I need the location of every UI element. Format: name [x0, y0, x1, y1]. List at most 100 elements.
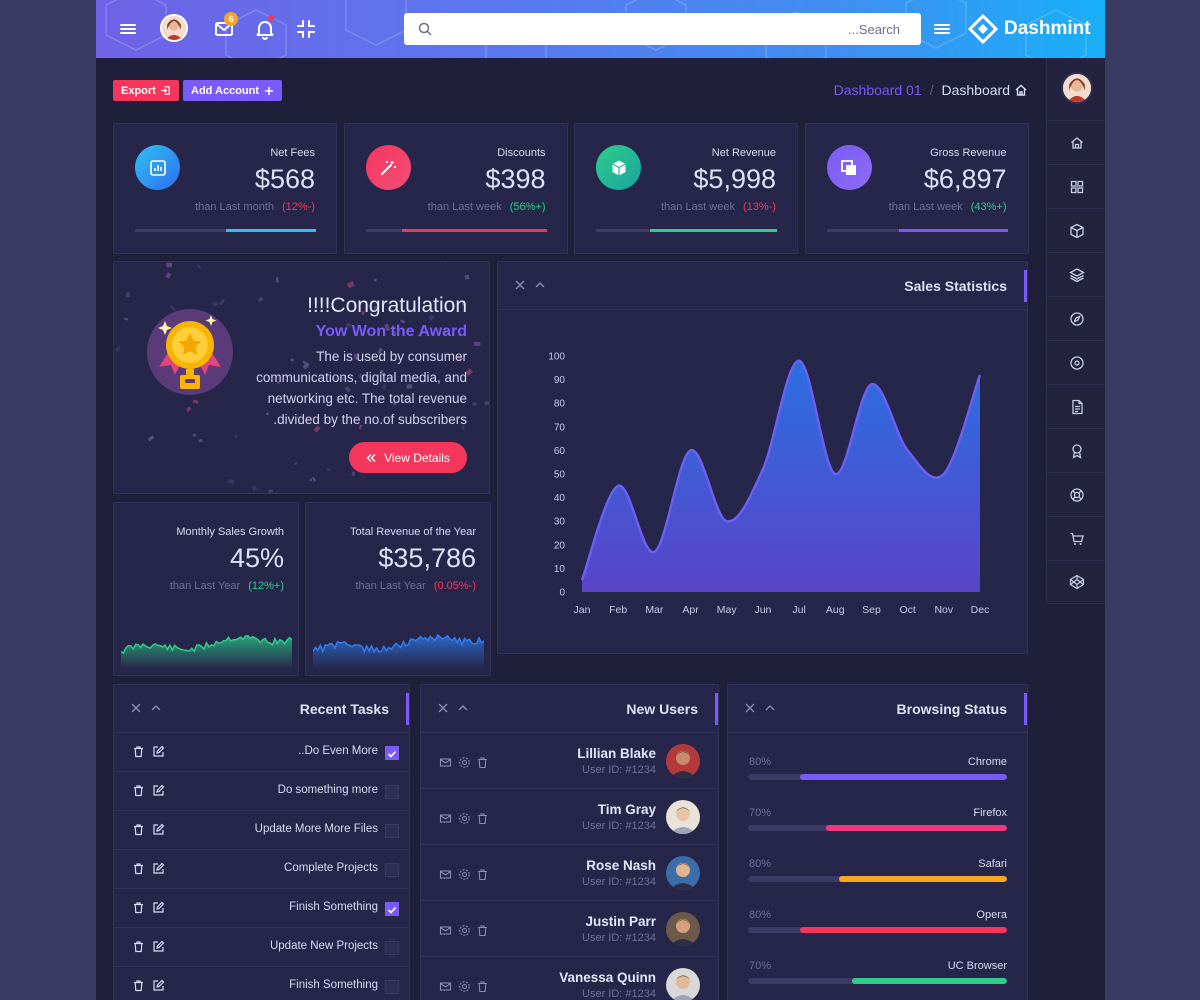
user-name[interactable]: Vanessa Quinn	[559, 970, 656, 985]
edit-icon[interactable]	[152, 823, 165, 836]
data-point-aug[interactable]	[832, 471, 838, 477]
settings-icon[interactable]	[458, 868, 471, 881]
task-checkbox[interactable]	[385, 980, 399, 994]
trash-icon[interactable]	[132, 784, 145, 797]
sparkline-line	[121, 635, 292, 654]
sidebar-avatar[interactable]	[1061, 72, 1093, 104]
trash-icon[interactable]	[132, 979, 145, 992]
edit-icon[interactable]	[152, 940, 165, 953]
view-details-button[interactable]: View Details	[349, 442, 467, 473]
trash-icon[interactable]	[476, 868, 489, 881]
sidebar-item-apps[interactable]	[1047, 164, 1105, 208]
chevron-up-icon[interactable]	[764, 702, 776, 714]
user-name[interactable]: Tim Gray	[597, 802, 656, 817]
chevron-up-icon[interactable]	[150, 702, 162, 714]
mail-icon[interactable]	[439, 756, 452, 769]
chevron-up-icon[interactable]	[457, 702, 469, 714]
sidebar-item-support[interactable]	[1047, 472, 1105, 516]
trash-icon[interactable]	[476, 756, 489, 769]
data-point-dec[interactable]	[977, 372, 983, 378]
user-avatar[interactable]	[666, 744, 700, 778]
stat-value: $5,998	[693, 164, 776, 194]
data-point-apr[interactable]	[688, 447, 694, 453]
edit-icon[interactable]	[152, 862, 165, 875]
stat-change: (12%-)	[281, 201, 315, 213]
mail-icon[interactable]	[439, 924, 452, 937]
trash-icon[interactable]	[132, 823, 145, 836]
browser-percent: 70%	[749, 960, 772, 972]
task-checkbox[interactable]	[385, 785, 399, 799]
sidebar-item-media[interactable]	[1047, 340, 1105, 384]
edit-icon[interactable]	[152, 901, 165, 914]
sidebar-item-home[interactable]	[1047, 120, 1105, 164]
data-point-mar[interactable]	[651, 549, 657, 555]
mail-icon[interactable]	[439, 980, 452, 993]
sidebar-item-documents[interactable]	[1047, 384, 1105, 428]
sidebar-item-explore[interactable]	[1047, 296, 1105, 340]
sidebar-toggle-icon[interactable]	[930, 17, 954, 41]
mail-icon[interactable]	[212, 17, 236, 41]
sidebar-item-shop[interactable]	[1047, 516, 1105, 560]
task-checkbox[interactable]	[385, 746, 399, 760]
data-point-nov[interactable]	[941, 471, 947, 477]
close-icon[interactable]	[437, 702, 449, 714]
sidebar-item-layers[interactable]	[1047, 252, 1105, 296]
user-name[interactable]: Lillian Blake	[577, 746, 656, 761]
sidebar-item-components[interactable]	[1047, 208, 1105, 252]
task-checkbox[interactable]	[385, 824, 399, 838]
task-checkbox[interactable]	[385, 863, 399, 877]
close-icon[interactable]	[744, 702, 756, 714]
trash-icon[interactable]	[476, 924, 489, 937]
edit-icon[interactable]	[152, 979, 165, 992]
user-avatar[interactable]	[666, 800, 700, 834]
sidebar-item-awards[interactable]	[1047, 428, 1105, 472]
data-point-jun[interactable]	[760, 466, 766, 472]
close-icon[interactable]	[514, 279, 526, 291]
search-input[interactable]	[440, 13, 900, 45]
edit-icon[interactable]	[152, 784, 165, 797]
sidebar-item-codepen[interactable]	[1047, 560, 1105, 604]
data-point-may[interactable]	[724, 518, 730, 524]
breadcrumb-link[interactable]: Dashboard 01	[833, 82, 922, 98]
trash-icon[interactable]	[132, 901, 145, 914]
mail-icon[interactable]	[439, 868, 452, 881]
task-checkbox[interactable]	[385, 941, 399, 955]
fullscreen-exit-icon[interactable]	[294, 17, 318, 41]
chevron-up-icon[interactable]	[534, 279, 546, 291]
mail-icon[interactable]	[439, 812, 452, 825]
edit-icon[interactable]	[152, 745, 165, 758]
settings-icon[interactable]	[458, 980, 471, 993]
export-button[interactable]: Export	[113, 80, 179, 101]
browser-progress-track	[748, 825, 1007, 831]
user-name[interactable]: Justin Parr	[585, 914, 656, 929]
data-point-oct[interactable]	[905, 447, 911, 453]
congrats-text: The is used by consumer communications, …	[256, 349, 467, 427]
user-name[interactable]: Rose Nash	[586, 858, 656, 873]
close-icon[interactable]	[130, 702, 142, 714]
trash-icon[interactable]	[132, 940, 145, 953]
brand[interactable]: Dashmint	[968, 14, 1091, 44]
add-account-button[interactable]: Add Account	[183, 80, 283, 101]
x-tick-label: Jan	[574, 604, 591, 616]
task-checkbox[interactable]	[385, 902, 399, 916]
trash-icon[interactable]	[132, 745, 145, 758]
bell-icon[interactable]	[253, 17, 277, 41]
data-point-jan[interactable]	[579, 577, 585, 583]
trash-icon[interactable]	[476, 980, 489, 993]
data-point-feb[interactable]	[615, 483, 621, 489]
browser-percent: 80%	[749, 858, 772, 870]
stat-icon-circle	[826, 145, 872, 190]
settings-icon[interactable]	[458, 756, 471, 769]
trash-icon[interactable]	[132, 862, 145, 875]
data-point-jul[interactable]	[796, 358, 802, 364]
trash-icon[interactable]	[476, 812, 489, 825]
browser-name: UC Browser	[947, 960, 1007, 972]
menu-icon[interactable]	[116, 17, 140, 41]
settings-icon[interactable]	[458, 812, 471, 825]
settings-icon[interactable]	[458, 924, 471, 937]
user-avatar[interactable]	[666, 912, 700, 946]
user-avatar[interactable]	[666, 968, 700, 1000]
data-point-sep[interactable]	[868, 381, 874, 387]
header-avatar[interactable]	[160, 14, 188, 42]
user-avatar[interactable]	[666, 856, 700, 890]
